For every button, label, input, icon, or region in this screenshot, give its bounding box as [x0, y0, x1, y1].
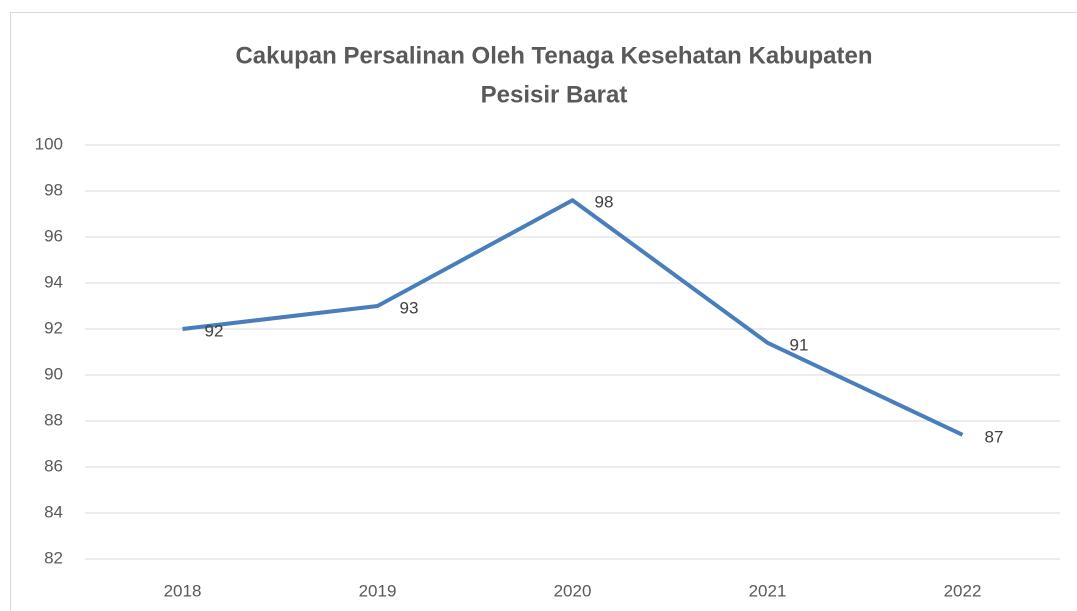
y-tick-label: 82 [44, 548, 63, 567]
data-label: 98 [595, 193, 614, 212]
y-tick-label: 94 [44, 272, 63, 291]
series-line [182, 198, 964, 437]
chart-title: Cakupan Persalinan Oleh Tenaga Kesehatan… [235, 42, 872, 69]
data-label: 87 [985, 427, 1004, 446]
x-tick-label: 2021 [749, 581, 787, 600]
chart-border [10, 12, 1077, 611]
y-tick-label: 86 [44, 456, 63, 475]
data-label: 92 [205, 321, 224, 340]
x-tick-label: 2022 [944, 581, 982, 600]
x-tick-label: 2020 [554, 581, 592, 600]
y-tick-label: 90 [44, 364, 63, 383]
y-tick-label: 96 [44, 226, 63, 245]
y-tick-label: 88 [44, 410, 63, 429]
y-tick-label: 100 [35, 134, 63, 153]
data-label: 93 [400, 298, 419, 317]
data-label: 91 [790, 335, 809, 354]
x-tick-label: 2019 [359, 581, 397, 600]
x-tick-label: 2018 [164, 581, 202, 600]
y-tick-label: 92 [44, 318, 63, 337]
y-tick-label: 98 [44, 180, 63, 199]
chart-title: Pesisir Barat [481, 81, 628, 108]
y-tick-label: 84 [44, 502, 63, 521]
